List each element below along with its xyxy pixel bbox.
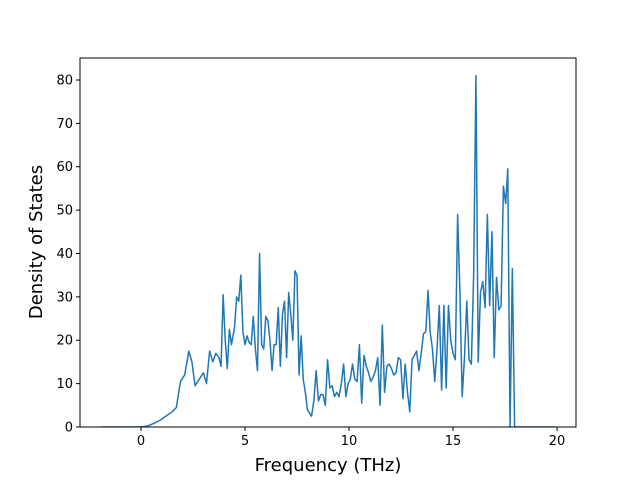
x-tick-label: 20 xyxy=(549,434,566,449)
x-tick-label: 15 xyxy=(445,434,462,449)
x-tick-label: 0 xyxy=(137,434,145,449)
y-tick-label: 50 xyxy=(56,204,73,219)
x-tick-label: 10 xyxy=(341,434,358,449)
y-tick-label: 80 xyxy=(56,73,73,88)
y-tick-label: 20 xyxy=(56,334,73,349)
y-tick-label: 40 xyxy=(56,247,73,262)
y-axis-label: Density of States xyxy=(26,165,47,319)
y-tick-label: 30 xyxy=(56,290,73,305)
y-tick-label: 10 xyxy=(56,377,73,392)
plot-frame xyxy=(79,57,577,428)
x-tick-label: 5 xyxy=(241,434,249,449)
y-tick-label: 70 xyxy=(56,117,73,132)
x-axis-label: Frequency (THz) xyxy=(255,455,402,476)
y-tick-label: 60 xyxy=(56,160,73,175)
line xyxy=(101,74,555,427)
y-tick-label: 0 xyxy=(65,421,73,436)
